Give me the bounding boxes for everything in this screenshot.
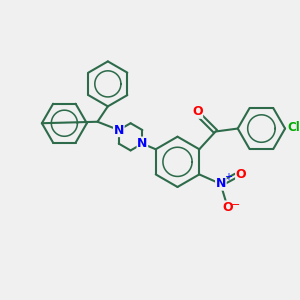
Text: −: − — [231, 200, 240, 210]
Text: N: N — [137, 137, 148, 150]
Text: O: O — [236, 168, 246, 181]
Text: O: O — [222, 201, 233, 214]
Text: +: + — [224, 172, 232, 182]
Text: O: O — [192, 105, 202, 118]
Text: N: N — [114, 124, 124, 136]
Text: Cl: Cl — [288, 122, 300, 134]
Text: N: N — [216, 177, 226, 190]
